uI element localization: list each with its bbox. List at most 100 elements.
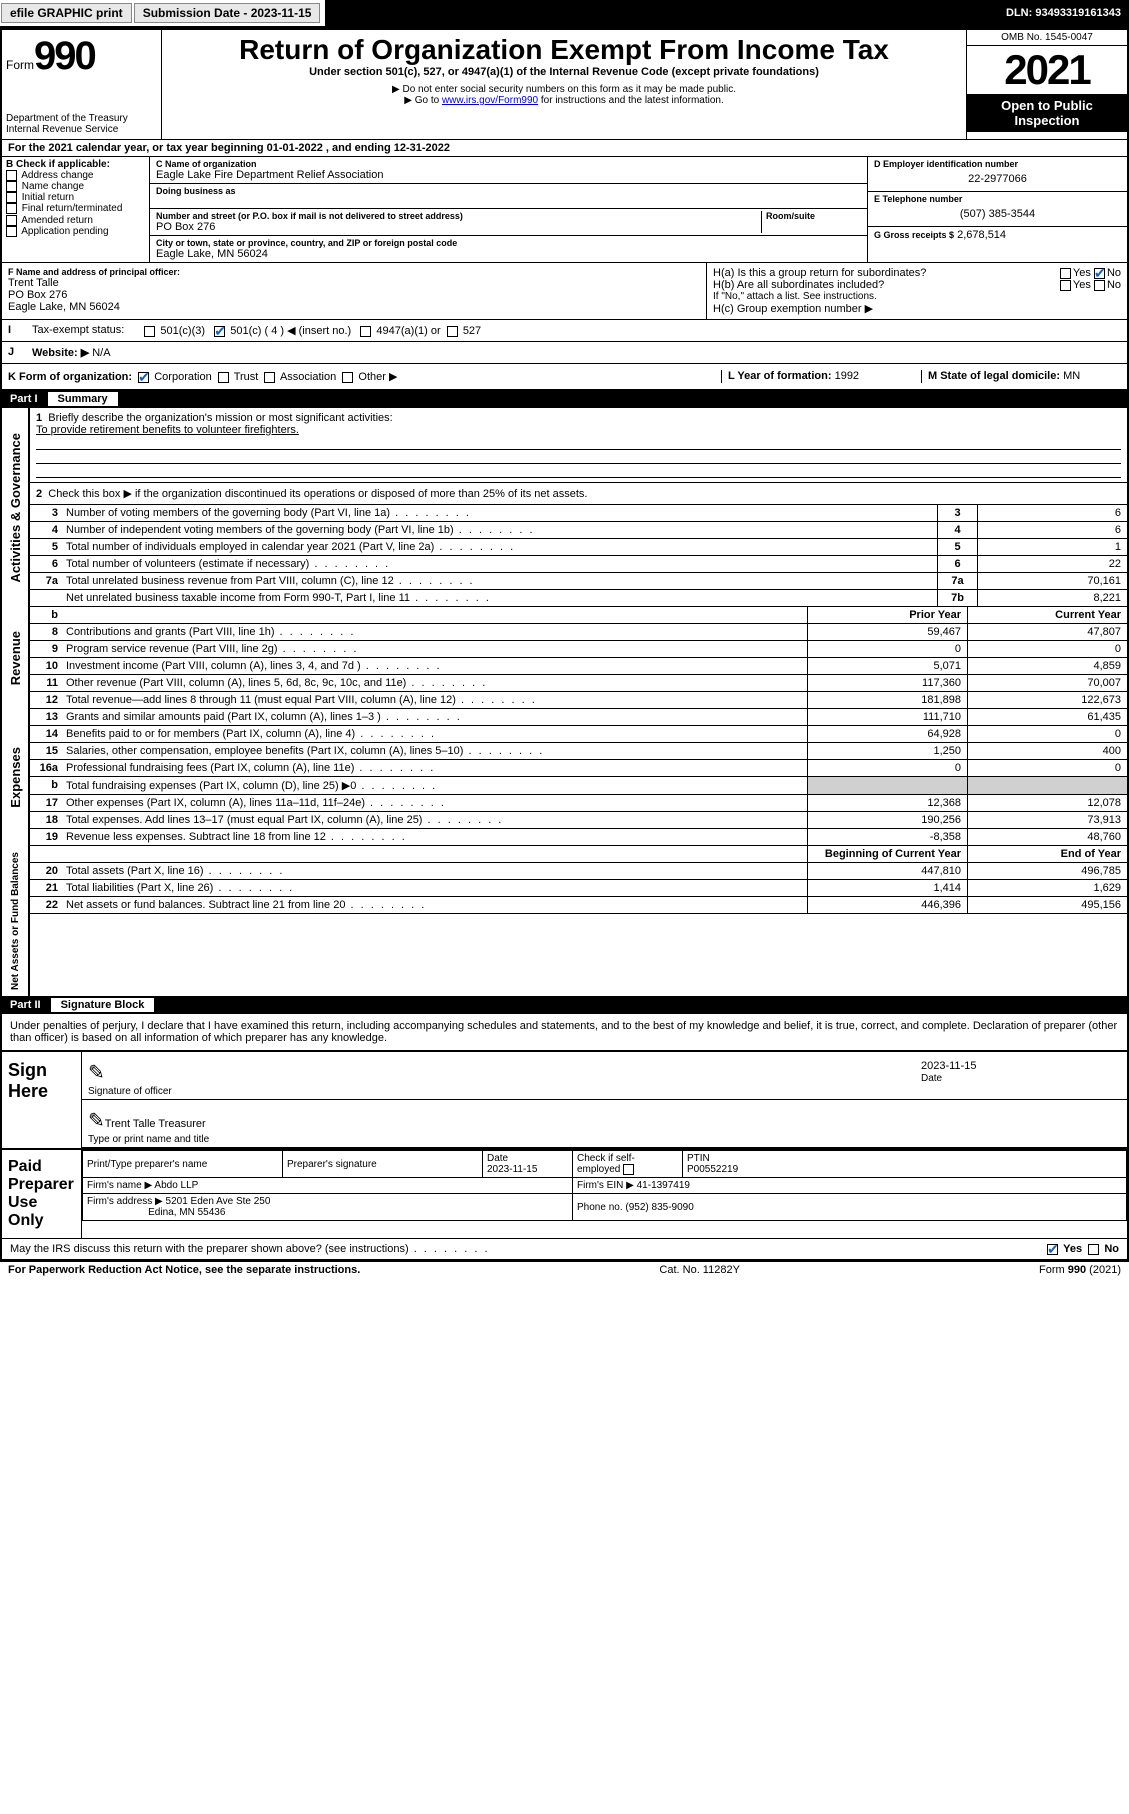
m-value: MN — [1063, 370, 1080, 382]
part2-label: Part II — [10, 999, 41, 1011]
line-value: 22 — [977, 556, 1127, 572]
header-center: Return of Organization Exempt From Incom… — [162, 30, 967, 139]
line-desc: Program service revenue (Part VIII, line… — [62, 641, 807, 657]
blank: b — [30, 607, 62, 623]
k-other-checkbox[interactable] — [342, 372, 353, 383]
q2: Check this box ▶ if the organization dis… — [48, 488, 587, 500]
k-assoc-checkbox[interactable] — [264, 372, 275, 383]
527-checkbox[interactable] — [447, 326, 458, 337]
4947-checkbox[interactable] — [360, 326, 371, 337]
part1-label: Part I — [10, 393, 38, 405]
line-box: 5 — [937, 539, 977, 555]
prep-sig-label: Preparer's signature — [283, 1151, 483, 1178]
firm-name: Abdo LLP — [154, 1180, 198, 1191]
prior-value: 111,710 — [807, 709, 967, 725]
line-box: 3 — [937, 505, 977, 521]
ha-no-checkbox[interactable] — [1094, 268, 1105, 279]
i-label: Tax-exempt status: — [32, 324, 124, 337]
box-deg: D Employer identification number 22-2977… — [867, 157, 1127, 262]
box-b-option: Application pending — [6, 226, 145, 237]
box-b-checkbox[interactable] — [6, 226, 17, 237]
gross-receipts: 2,678,514 — [957, 229, 1006, 241]
col-header-row: b Prior Year Current Year — [30, 607, 1127, 624]
line-box: 4 — [937, 522, 977, 538]
box-b-checkbox[interactable] — [6, 181, 17, 192]
line-desc: Total unrelated business revenue from Pa… — [62, 573, 937, 589]
ha-yes-checkbox[interactable] — [1060, 268, 1071, 279]
box-b-option: Initial return — [6, 192, 145, 203]
summary-row: 18 Total expenses. Add lines 13–17 (must… — [30, 812, 1127, 829]
j-label: Website: ▶ — [32, 347, 89, 359]
submission-date-button[interactable]: Submission Date - 2023-11-15 — [134, 3, 321, 23]
q1: Briefly describe the organization's miss… — [48, 412, 392, 424]
dba-label: Doing business as — [156, 186, 861, 196]
summary-row: b Total fundraising expenses (Part IX, c… — [30, 777, 1127, 795]
self-employed-checkbox[interactable] — [623, 1164, 634, 1175]
501c-checkbox[interactable] — [214, 326, 225, 337]
line-num: 17 — [30, 795, 62, 811]
firm-ein: 41-1397419 — [637, 1180, 690, 1191]
part1-header: Part I Summary — [2, 390, 1127, 408]
line-value: 70,161 — [977, 573, 1127, 589]
discuss-no-checkbox[interactable] — [1088, 1244, 1099, 1255]
current-value: 70,007 — [967, 675, 1127, 691]
current-value: 0 — [967, 760, 1127, 776]
na-col-header: Beginning of Current Year End of Year — [30, 846, 1127, 863]
hb-no-checkbox[interactable] — [1094, 280, 1105, 291]
prior-value: 0 — [807, 641, 967, 657]
current-year-header: Current Year — [967, 607, 1127, 623]
phone-label: Phone no. — [577, 1202, 623, 1213]
city-value: Eagle Lake, MN 56024 — [156, 248, 861, 260]
section-bcdeg: B Check if applicable: Address change Na… — [2, 157, 1127, 263]
k-trust-checkbox[interactable] — [218, 372, 229, 383]
line-desc: Total number of individuals employed in … — [62, 539, 937, 555]
line-desc: Net unrelated business taxable income fr… — [62, 590, 937, 606]
current-value: 400 — [967, 743, 1127, 759]
efile-print-button[interactable]: efile GRAPHIC print — [1, 3, 132, 23]
line-num: 15 — [30, 743, 62, 759]
line-desc: Total fundraising expenses (Part IX, col… — [62, 777, 807, 794]
box-b-checkbox[interactable] — [6, 203, 17, 214]
box-b-checkbox[interactable] — [6, 192, 17, 203]
box-b-title: B Check if applicable: — [6, 159, 145, 170]
ein-value: 22-2977066 — [874, 169, 1121, 189]
line-num: 10 — [30, 658, 62, 674]
line-desc: Net assets or fund balances. Subtract li… — [62, 897, 807, 913]
line-num: 7a — [30, 573, 62, 589]
mission-text: To provide retirement benefits to volunt… — [36, 424, 299, 436]
k-assoc: Association — [280, 371, 336, 383]
o-501c3: 501(c)(3) — [160, 325, 205, 337]
k-corp-checkbox[interactable] — [138, 372, 149, 383]
prep-date: 2023-11-15 — [487, 1164, 537, 1175]
current-value: 122,673 — [967, 692, 1127, 708]
current-value: 1,629 — [967, 880, 1127, 896]
side-expenses: Expenses — [6, 741, 25, 814]
firm-addr: 5201 Eden Ave Ste 250 — [166, 1196, 271, 1207]
header-left: Form990 Department of the Treasury Inter… — [2, 30, 162, 139]
501c3-checkbox[interactable] — [144, 326, 155, 337]
summary-row: 8 Contributions and grants (Part VIII, l… — [30, 624, 1127, 641]
k-other: Other ▶ — [358, 371, 397, 383]
line-desc: Total revenue—add lines 8 through 11 (mu… — [62, 692, 807, 708]
box-b-checkbox[interactable] — [6, 170, 17, 181]
current-value: 496,785 — [967, 863, 1127, 879]
website-value: N/A — [92, 347, 110, 359]
line-num: 5 — [30, 539, 62, 555]
hb-yes-checkbox[interactable] — [1060, 280, 1071, 291]
summary-row: Net unrelated business taxable income fr… — [30, 590, 1127, 607]
line-num: b — [30, 777, 62, 794]
k-corp: Corporation — [154, 371, 211, 383]
line-num: 19 — [30, 829, 62, 845]
discuss-yes-checkbox[interactable] — [1047, 1244, 1058, 1255]
box-b-checkbox[interactable] — [6, 215, 17, 226]
o-527: 527 — [463, 325, 481, 337]
discuss-label: May the IRS discuss this return with the… — [10, 1243, 409, 1255]
summary-row: 15 Salaries, other compensation, employe… — [30, 743, 1127, 760]
top-toolbar: efile GRAPHIC print Submission Date - 20… — [0, 0, 1129, 28]
sig-date: 2023-11-15 — [921, 1060, 976, 1072]
firm-addr-label: Firm's address ▶ — [87, 1196, 163, 1207]
paid-prep-label: Paid Preparer Use Only — [2, 1150, 82, 1238]
prior-value: 181,898 — [807, 692, 967, 708]
current-value: 0 — [967, 641, 1127, 657]
irs-link[interactable]: www.irs.gov/Form990 — [442, 95, 538, 106]
